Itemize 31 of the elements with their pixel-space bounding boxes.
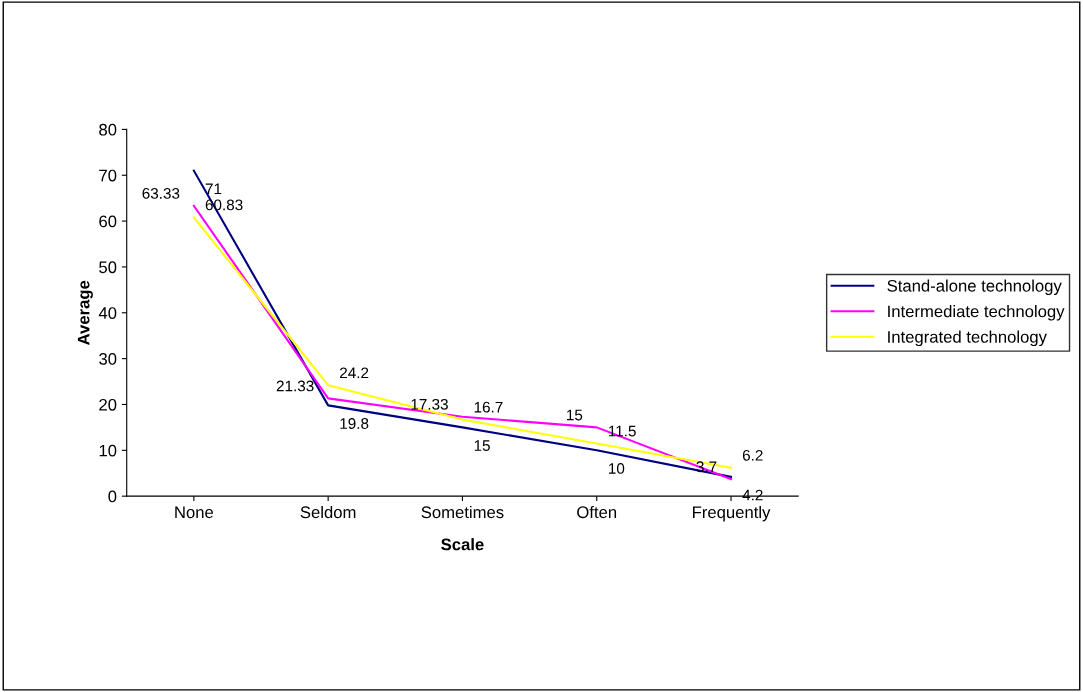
y-tick-label: 40	[98, 307, 117, 319]
y-tick-label: 80	[99, 123, 117, 136]
y-tick-label: 70	[99, 169, 117, 182]
y-tick-label: 20	[99, 398, 117, 411]
data-label: 10	[609, 463, 625, 474]
x-tick-label: Seldom	[300, 505, 356, 519]
y-tick-label: 10	[99, 444, 117, 457]
data-label: 71	[205, 183, 222, 195]
data-label: 16.7	[474, 401, 503, 413]
y-axis-title: Average	[77, 280, 93, 345]
y-tick-label: 30	[99, 353, 117, 365]
x-tick-label: None	[175, 506, 214, 519]
y-tick-label: 0	[108, 490, 117, 503]
data-label: 63.33	[142, 188, 180, 199]
data-label: 21.33	[276, 380, 314, 392]
x-axis-title: Scale	[441, 538, 484, 551]
data-label: 15	[567, 409, 583, 421]
data-label: 17.33	[411, 398, 448, 410]
data-label: 11.5	[609, 425, 636, 437]
legend-label: Intermediate technology	[888, 305, 1065, 321]
data-label: 6.2	[742, 449, 763, 461]
data-label: 24.2	[340, 367, 369, 379]
data-label: 15	[474, 440, 490, 451]
x-tick-label: Often	[577, 505, 617, 519]
legend-label: Integrated technology	[888, 330, 1047, 347]
y-tick-label: 50	[99, 261, 117, 274]
legend-label: Stand-alone technology	[887, 279, 1062, 296]
y-tick-label: 60	[99, 215, 117, 228]
data-label: 19.8	[340, 418, 369, 429]
x-tick-label: Sometimes	[421, 505, 504, 519]
x-tick-label: Frequently	[693, 505, 771, 522]
